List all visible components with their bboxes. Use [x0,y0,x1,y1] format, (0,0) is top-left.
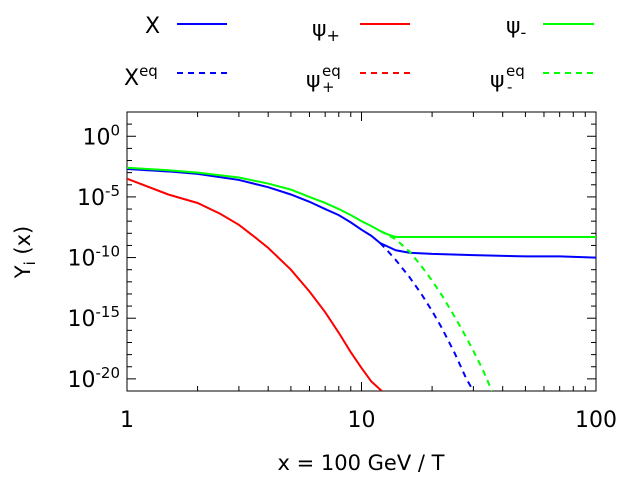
series-line-psi-minus [127,166,596,238]
y-tick-label: 10-10 [68,243,121,272]
y-tick-label: 10-5 [77,182,120,211]
legend: X ψ+ ψ- Xeq ψeq + ψeq - [124,14,594,96]
y-axis-label: Yi (x) [11,226,39,280]
x-tick-labels: 1 10 100 [120,408,617,433]
series-line-psi-plus [127,177,383,391]
plot-frame [126,111,597,392]
legend-label-psi-plus-eq: ψeq + [306,62,341,96]
legend-entry-psi-minus-eq: ψeq - [490,62,594,96]
series-line-x [127,168,596,259]
legend-entry-psi-minus: ψ- [506,14,594,42]
legend-entry-x-eq: Xeq [124,62,227,91]
y-tick-labels: 100 10-5 10-10 10-15 10-20 [68,121,121,393]
legend-label-x-eq: Xeq [124,62,158,91]
series-line-psi-minus-eq [379,230,493,391]
legend-label-psi-minus-eq: ψeq - [490,62,525,96]
x-tick-label: 10 [348,408,376,433]
axis-ticks [126,111,597,392]
x-tick-label: 100 [575,408,617,433]
legend-entry-psi-plus: ψ+ [312,17,410,45]
x-axis-label: x = 100 GeV / T [278,451,445,475]
legend-entry-psi-plus-eq: ψeq + [306,62,410,96]
x-tick-label: 1 [120,408,134,433]
y-tick-label: 10-15 [68,303,121,332]
series-group [127,166,596,391]
y-tick-label: 10-20 [68,364,121,393]
legend-label-x: X [145,14,160,39]
series-line-x-eq [379,242,475,391]
legend-entry-x: X [145,14,227,39]
legend-label-psi-minus: ψ- [506,14,526,42]
y-tick-label: 100 [82,121,120,150]
legend-label-psi-plus: ψ+ [312,17,340,45]
